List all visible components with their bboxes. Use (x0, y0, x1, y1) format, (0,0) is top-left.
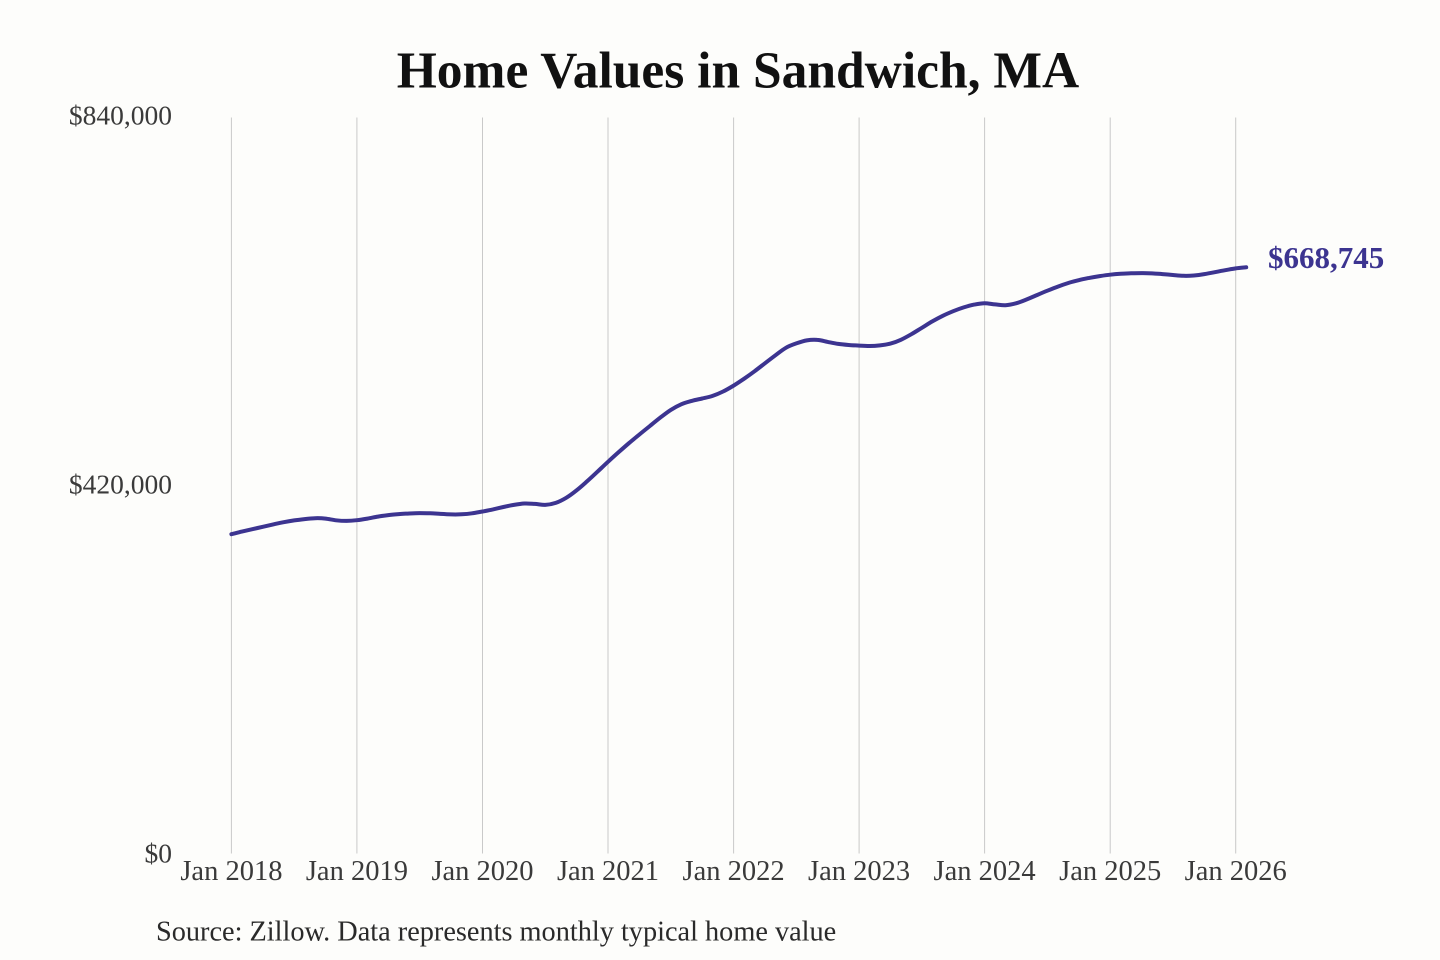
svg-text:Source: Zillow. Data represent: Source: Zillow. Data represents monthly … (156, 917, 836, 948)
svg-text:Home Values in Sandwich, MA: Home Values in Sandwich, MA (397, 43, 1080, 100)
svg-text:Jan 2020: Jan 2020 (431, 856, 533, 887)
svg-text:$840,000: $840,000 (69, 100, 172, 131)
svg-text:$420,000: $420,000 (69, 469, 172, 500)
svg-text:Jan 2023: Jan 2023 (808, 856, 910, 887)
svg-text:$0: $0 (145, 838, 173, 869)
svg-text:Jan 2022: Jan 2022 (683, 856, 785, 887)
svg-text:Jan 2021: Jan 2021 (557, 856, 659, 887)
svg-text:$668,745: $668,745 (1268, 240, 1384, 275)
svg-text:Jan 2025: Jan 2025 (1059, 856, 1161, 887)
svg-text:Jan 2018: Jan 2018 (180, 856, 282, 887)
svg-text:Jan 2024: Jan 2024 (934, 856, 1036, 887)
svg-text:Jan 2026: Jan 2026 (1185, 856, 1287, 887)
svg-text:Jan 2019: Jan 2019 (306, 856, 408, 887)
